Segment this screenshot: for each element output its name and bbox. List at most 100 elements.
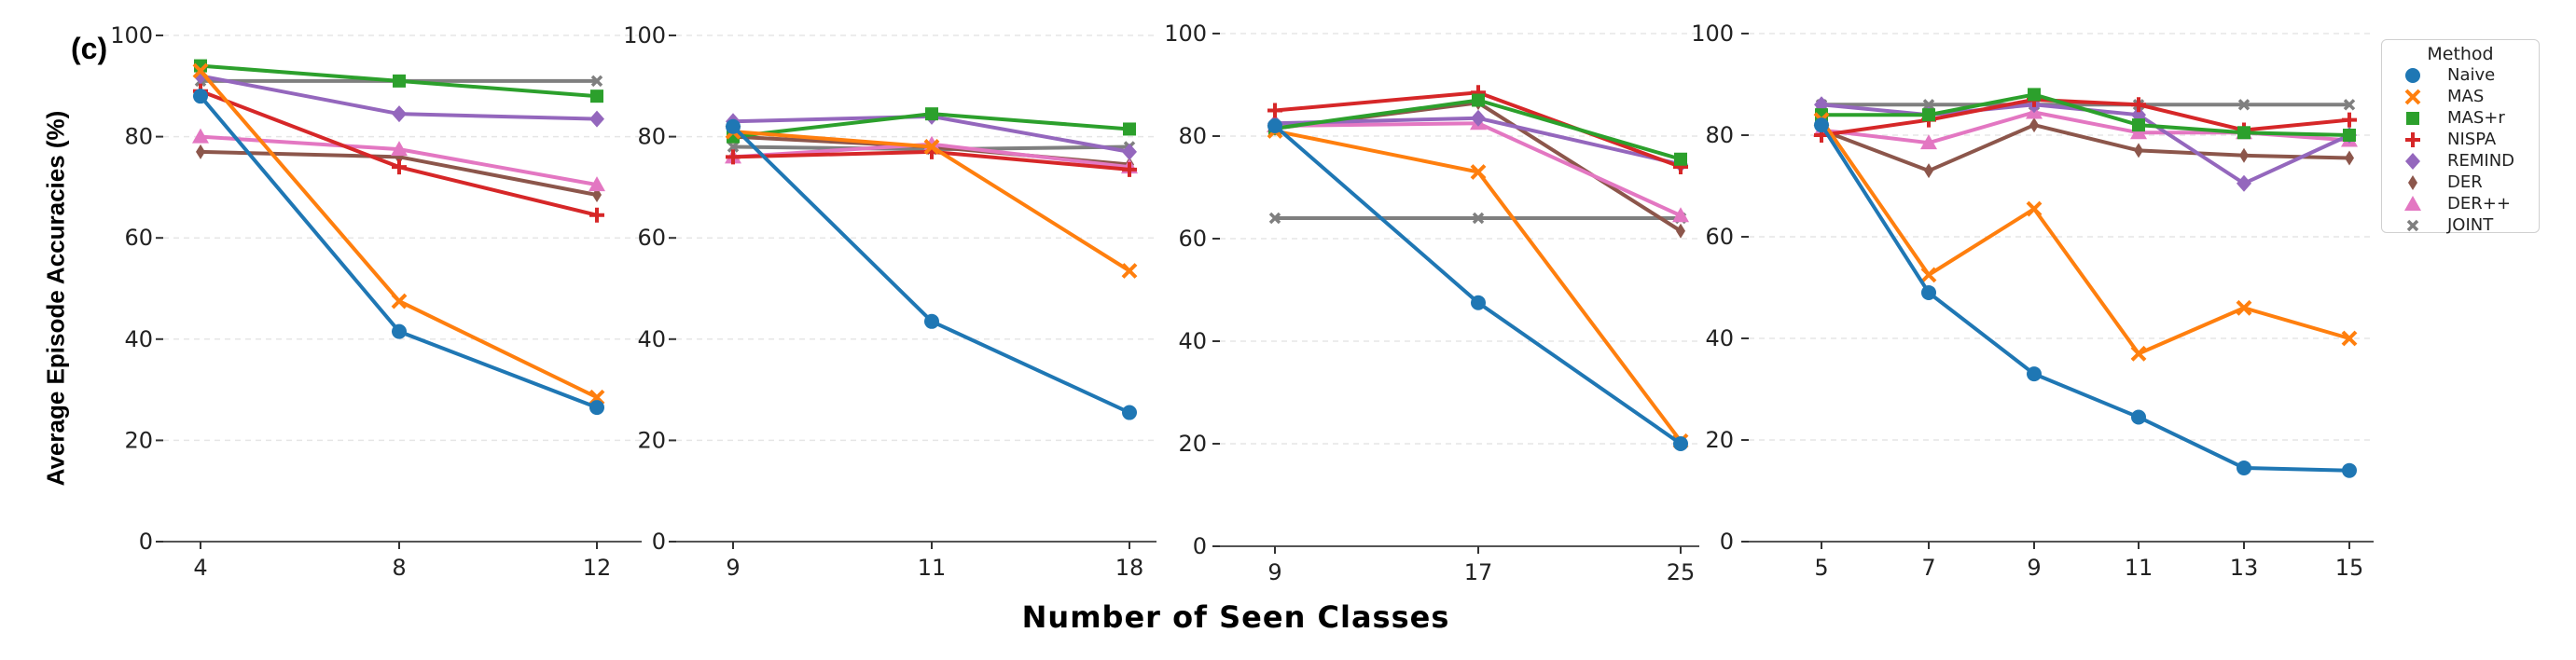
point-der: [1676, 223, 1685, 239]
point-joint: [2343, 99, 2356, 111]
x-tick-label: 4: [193, 555, 207, 581]
series-derplusplus: [1267, 115, 1689, 223]
point-naive: [2027, 366, 2042, 382]
point-joint: [1472, 212, 1485, 225]
x-tick-label: 15: [2335, 555, 2364, 581]
x-tick-label: 11: [2125, 555, 2154, 581]
point-nispa: [726, 149, 741, 165]
point-nispa: [392, 159, 407, 175]
point-derplusplus: [192, 128, 209, 144]
point-joint: [727, 141, 740, 153]
point-mas: [1920, 267, 1937, 283]
point-mas: [2130, 345, 2147, 362]
point-masplusr: [925, 107, 938, 121]
series-naive: [193, 89, 604, 416]
x-tick-label: 11: [918, 555, 947, 581]
x-tick-label: 17: [1464, 559, 1493, 585]
point-naive: [392, 323, 407, 339]
y-tick-label: 0: [1720, 529, 1734, 555]
plot-1: 0 20 40 60 80 100 4 8 12: [110, 22, 642, 581]
point-masplusr: [2237, 126, 2251, 140]
y-tick-label: 20: [637, 427, 666, 453]
point-joint: [1922, 99, 1935, 111]
legend-entry-mas: MAS: [2382, 86, 2539, 107]
point-der: [2029, 117, 2039, 133]
legend-marker-der: [2408, 174, 2417, 190]
x-tick-label: 12: [583, 555, 612, 581]
series-der: [1817, 117, 2354, 179]
point-mas: [923, 139, 940, 155]
line-naive: [1820, 124, 2350, 473]
point-naive: [1814, 117, 1829, 133]
legend-marker-derplusplus-shape: [2404, 195, 2421, 211]
point-naive: [1673, 436, 1688, 451]
x-tick-label: 25: [1667, 559, 1696, 585]
series-derplusplus: [192, 128, 605, 192]
legend-entry-masplusr: MAS+r: [2382, 107, 2539, 129]
x-tick-label: 7: [1921, 555, 1935, 581]
point-masplusr: [393, 74, 406, 88]
point-mas: [2341, 330, 2358, 347]
point-der: [2345, 150, 2354, 166]
point-masplusr: [1123, 122, 1136, 136]
legend-marker-naive: [2405, 67, 2420, 83]
point-masplusr: [1472, 93, 1485, 107]
point-masplusr: [2132, 118, 2145, 132]
point-mas: [1470, 164, 1487, 180]
point-joint: [590, 75, 603, 88]
point-mas: [2026, 200, 2043, 217]
point-der: [196, 144, 205, 159]
line-mas: [1820, 118, 2350, 356]
legend: Method Naive MAS MAS+r NISPA REMIND DER DER++ J…: [2381, 39, 2540, 236]
legend-marker-derplusplus: [2404, 195, 2421, 211]
legend-title: Method: [2427, 44, 2494, 64]
series-naive: [1267, 118, 1688, 451]
point-naive: [2342, 462, 2357, 478]
legend-entry-der: DER: [2382, 172, 2539, 193]
point-mas: [2236, 299, 2252, 316]
y-tick-label: 60: [1178, 226, 1207, 252]
legend-entries: Naive MAS MAS+r NISPA REMIND DER DER++ JOINT: [2382, 64, 2539, 236]
y-tick-label: 0: [652, 529, 666, 555]
legend-label: NISPA: [2447, 130, 2497, 149]
point-remind: [589, 110, 604, 128]
y-tick-label: 20: [1705, 427, 1734, 453]
legend-label: REMIND: [2447, 151, 2515, 171]
legend-entry-nispa: NISPA: [2382, 129, 2539, 150]
legend-marker-mas-shape: [2404, 89, 2421, 104]
series-masplusr: [1815, 88, 2356, 142]
point-nispa: [1267, 103, 1282, 118]
series-nispa: [1267, 85, 1688, 174]
x-tick-label: 5: [1814, 555, 1828, 581]
y-tick-label: 100: [1691, 21, 1734, 47]
y-tick-label: 40: [1178, 328, 1207, 354]
legend-entry-naive: Naive: [2382, 64, 2539, 86]
point-derplusplus: [1920, 134, 1937, 150]
legend-marker-joint: [2406, 219, 2419, 231]
point-nispa: [1122, 161, 1137, 177]
point-nispa: [2342, 112, 2357, 128]
legend-marker-remind: [2405, 152, 2420, 170]
point-naive: [924, 313, 939, 329]
x-tick-label: 13: [2230, 555, 2259, 581]
legend-marker-naive-shape: [2405, 67, 2420, 83]
point-nispa: [2131, 97, 2146, 113]
legend-entry-remind: REMIND: [2382, 150, 2539, 172]
series-naive: [1814, 117, 2357, 478]
legend-entry-joint: JOINT: [2382, 214, 2539, 236]
point-mas: [391, 293, 408, 309]
legend-marker-nispa-shape: [2405, 131, 2420, 147]
point-joint: [2237, 99, 2251, 111]
y-tick-label: 60: [124, 225, 153, 251]
x-tick-label: 9: [1267, 559, 1281, 585]
legend-label: DER++: [2447, 194, 2511, 213]
legend-marker-remind-shape: [2405, 152, 2420, 170]
y-tick-label: 40: [1705, 325, 1734, 351]
point-naive: [1122, 405, 1137, 420]
y-tick-label: 20: [1178, 431, 1207, 457]
plot-2: 0 20 40 60 80 100 9 11 18: [623, 22, 1156, 581]
y-tick-label: 80: [1705, 122, 1734, 148]
x-tick-label: 18: [1115, 555, 1144, 581]
